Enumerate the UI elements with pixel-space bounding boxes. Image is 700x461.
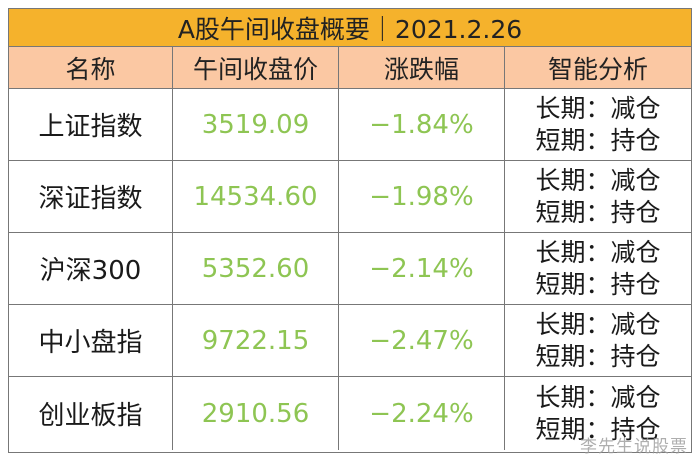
short-term-advice: 短期：持仓 — [535, 341, 661, 371]
index-analysis: 长期：减仓 短期：持仓 — [505, 161, 691, 232]
table-row: 创业板指 2910.56 −2.24% 长期：减仓 短期：持仓 — [9, 377, 691, 450]
index-name: 沪深300 — [9, 233, 173, 304]
long-term-advice: 长期：减仓 — [535, 165, 661, 195]
index-price: 3519.09 — [173, 89, 339, 160]
index-change: −1.98% — [339, 161, 505, 232]
index-change: −1.84% — [339, 89, 505, 160]
index-analysis: 长期：减仓 短期：持仓 — [505, 305, 691, 376]
header-analysis: 智能分析 — [547, 54, 648, 84]
table-row: 上证指数 3519.09 −1.84% 长期：减仓 短期：持仓 — [9, 89, 691, 161]
header-row: 名称 午间收盘价 涨跌幅 智能分析 — [9, 47, 691, 89]
header-price: 午间收盘价 — [173, 47, 339, 88]
header-change: 涨跌幅 — [339, 47, 505, 88]
watermark: 李先生说股票 — [580, 437, 688, 457]
index-change: −2.14% — [339, 233, 505, 304]
table-title: A股午间收盘概要｜2021.2.26 — [9, 9, 691, 47]
short-term-advice: 短期：持仓 — [535, 414, 661, 444]
index-name: 上证指数 — [9, 89, 173, 160]
table-row: 深证指数 14534.60 −1.98% 长期：减仓 短期：持仓 — [9, 161, 691, 233]
index-change: −2.47% — [339, 305, 505, 376]
index-analysis: 长期：减仓 短期：持仓 — [505, 233, 691, 304]
index-analysis: 长期：减仓 短期：持仓 — [505, 377, 691, 450]
index-change: −2.24% — [339, 377, 505, 450]
index-name: 创业板指 — [9, 377, 173, 450]
short-term-advice: 短期：持仓 — [535, 269, 661, 299]
long-term-advice: 长期：减仓 — [535, 309, 661, 339]
index-price: 9722.15 — [173, 305, 339, 376]
table-row: 中小盘指 9722.15 −2.47% 长期：减仓 短期：持仓 — [9, 305, 691, 377]
index-price: 2910.56 — [173, 377, 339, 450]
long-term-advice: 长期：减仓 — [535, 237, 661, 267]
index-name: 中小盘指 — [9, 305, 173, 376]
short-term-advice: 短期：持仓 — [535, 125, 661, 155]
short-term-advice: 短期：持仓 — [535, 197, 661, 227]
index-analysis: 长期：减仓 短期：持仓 — [505, 89, 691, 160]
index-name: 深证指数 — [9, 161, 173, 232]
header-name: 名称 — [9, 47, 173, 88]
index-price: 14534.60 — [173, 161, 339, 232]
long-term-advice: 长期：减仓 — [535, 382, 661, 412]
market-summary-table: A股午间收盘概要｜2021.2.26 名称 午间收盘价 涨跌幅 智能分析 上证指… — [8, 8, 692, 453]
index-price: 5352.60 — [173, 233, 339, 304]
long-term-advice: 长期：减仓 — [535, 93, 661, 123]
table-row: 沪深300 5352.60 −2.14% 长期：减仓 短期：持仓 — [9, 233, 691, 305]
